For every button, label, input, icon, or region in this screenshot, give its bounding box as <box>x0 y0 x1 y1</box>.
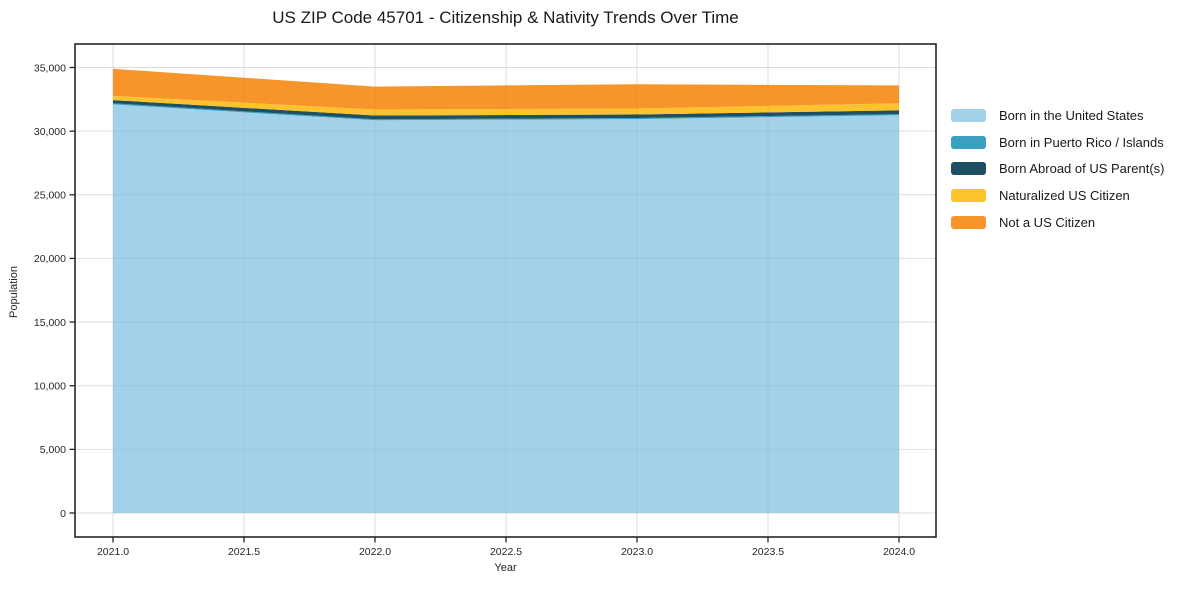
x-axis-label: Year <box>494 562 517 574</box>
legend-swatch-icon <box>951 162 986 176</box>
legend-label: Born Abroad of US Parent(s) <box>999 161 1165 177</box>
legend-swatch-icon <box>951 216 986 230</box>
x-tick-label: 2021.0 <box>97 546 129 558</box>
y-axis-label: Population <box>8 266 20 318</box>
x-tick-label: 2021.5 <box>228 546 260 558</box>
gridline-overlay <box>75 44 936 537</box>
legend-swatch-icon <box>951 135 986 149</box>
legend-label: Born in the United States <box>999 107 1144 123</box>
chart-title: US ZIP Code 45701 - Citizenship & Nativi… <box>272 8 739 27</box>
legend-item-4: Not a US Citizen <box>951 209 1164 236</box>
y-tick-label: 30,000 <box>34 126 66 138</box>
area-series-0 <box>113 104 899 514</box>
y-tick-label: 35,000 <box>34 62 66 74</box>
legend-swatch-icon <box>951 108 986 122</box>
legend-item-1: Born in Puerto Rico / Islands <box>951 129 1164 156</box>
legend-label: Not a US Citizen <box>999 215 1096 231</box>
legend-swatch-icon <box>951 189 986 203</box>
x-tick-label: 2023.0 <box>621 546 653 558</box>
y-tick-label: 5,000 <box>40 444 66 456</box>
y-tick-label: 25,000 <box>34 190 66 202</box>
y-tick-label: 0 <box>60 508 66 520</box>
x-tick-label: 2023.5 <box>752 546 784 558</box>
legend-item-2: Born Abroad of US Parent(s) <box>951 156 1164 183</box>
legend-item-0: Born in the United States <box>951 102 1164 129</box>
legend-item-3: Naturalized US Citizen <box>951 182 1164 209</box>
legend-label: Born in Puerto Rico / Islands <box>999 134 1164 150</box>
y-tick-label: 15,000 <box>34 317 66 329</box>
y-tick-label: 20,000 <box>34 253 66 265</box>
y-ticks: 0 5,000 10,000 15,000 20,000 25,000 30,000 35,0… <box>34 62 75 520</box>
legend-label: Naturalized US Citizen <box>999 188 1130 204</box>
legend: Born in the United States Born in Puerto … <box>951 102 1164 236</box>
area-series-2 <box>113 100 899 120</box>
area-series-1 <box>113 103 899 121</box>
x-tick-label: 2022.0 <box>359 546 391 558</box>
x-tick-label: 2024.0 <box>883 546 915 558</box>
x-ticks: 2021.0 2021.5 2022.0 2022.5 2023.0 2023.5 2024… <box>97 537 915 558</box>
area-series-4 <box>113 68 899 110</box>
area-series-3 <box>113 95 899 116</box>
x-tick-label: 2022.5 <box>490 546 522 558</box>
area-series-group <box>113 68 899 514</box>
y-tick-label: 10,000 <box>34 381 66 393</box>
